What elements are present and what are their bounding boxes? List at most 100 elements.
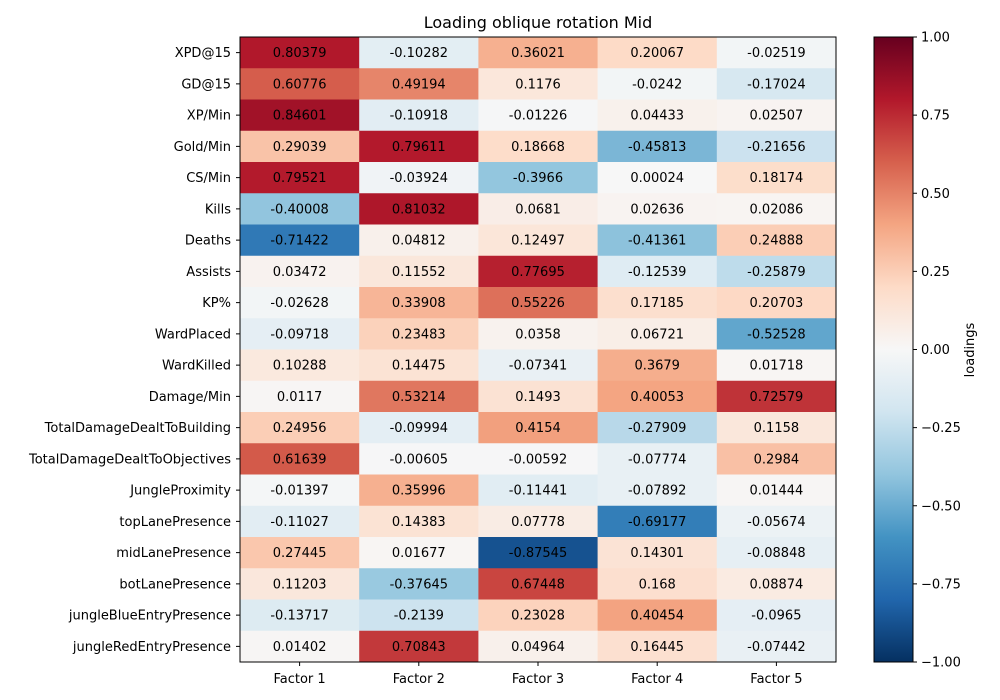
heatmap-cell <box>359 287 479 319</box>
cell-value-label: 0.36021 <box>511 46 565 61</box>
heatmap-cell <box>597 99 718 132</box>
cell-value-label: -0.02628 <box>270 296 328 311</box>
column-tick-label: Factor 2 <box>393 672 445 687</box>
colorbar-tick-label: −1.00 <box>921 656 961 671</box>
heatmap-cell <box>716 599 837 632</box>
colorbar-label: loadings <box>963 322 978 377</box>
heatmap-cell <box>478 443 599 475</box>
heatmap-cell <box>240 630 360 663</box>
row-tick-label: TotalDamageDealtToBuilding <box>44 421 231 436</box>
row-tick-label: midLanePresence <box>116 546 231 561</box>
heatmap-cell <box>597 130 718 163</box>
cell-value-label: 0.49194 <box>392 77 446 92</box>
row-tick-label: jungleRedEntryPresence <box>72 640 231 655</box>
heatmap-cell <box>359 443 479 475</box>
heatmap-cell <box>478 412 599 444</box>
cell-value-label: 0.33908 <box>392 296 446 311</box>
cell-value-label: 0.1176 <box>515 77 561 92</box>
heatmap-cell <box>597 599 718 632</box>
heatmap-cell <box>597 162 718 194</box>
heatmap-cell <box>716 224 837 257</box>
heatmap-cell <box>478 37 599 69</box>
heatmap-cell <box>597 318 718 350</box>
cell-value-label: 0.04964 <box>511 640 565 655</box>
heatmap-cell <box>478 193 599 225</box>
cell-value-label: 0.168 <box>639 577 676 592</box>
colorbar-tick-label: 0.25 <box>921 265 950 280</box>
heatmap-cell <box>478 537 599 569</box>
heatmap-cell <box>359 599 479 632</box>
heatmap-cell <box>240 380 360 413</box>
cell-value-label: -0.07892 <box>628 484 686 499</box>
heatmap-cell <box>716 193 837 225</box>
cell-value-label: -0.00605 <box>390 452 448 467</box>
row-tick-label: CS/Min <box>186 171 231 186</box>
cell-value-label: 0.40454 <box>630 609 684 624</box>
cell-value-label: 0.04433 <box>630 109 684 124</box>
heatmap-cell <box>716 287 837 319</box>
heatmap-cell <box>240 224 360 257</box>
heatmap-cell <box>359 130 479 163</box>
heatmap-cell <box>240 412 360 444</box>
cell-value-label: -0.2139 <box>394 609 444 624</box>
cell-value-label: 0.2984 <box>754 452 800 467</box>
cell-value-label: 0.00024 <box>630 171 684 186</box>
cell-value-label: 0.17185 <box>630 296 684 311</box>
cell-value-label: -0.12539 <box>628 265 686 280</box>
cell-value-label: -0.25879 <box>747 265 805 280</box>
heatmap-cell <box>240 37 360 69</box>
heatmap-cell <box>716 505 837 538</box>
heatmap-cell <box>478 255 599 288</box>
heatmap-cell <box>597 505 718 538</box>
column-labels: Factor 1 Factor 2 Factor 3 Factor 4 Factor 5 <box>273 662 803 687</box>
colorbar-tick-label: 1.00 <box>921 31 950 46</box>
heatmap-cell <box>716 37 837 69</box>
heatmap-cell <box>597 68 718 100</box>
heatmap-cell <box>716 255 837 288</box>
heatmap-cell <box>240 537 360 569</box>
heatmap-cell <box>478 68 599 100</box>
heatmap-cell <box>359 255 479 288</box>
heatmap-cell <box>597 568 718 600</box>
heatmap-cell <box>359 505 479 538</box>
cell-value-label: 0.1158 <box>754 421 800 436</box>
colorbar-tick-label: −0.25 <box>921 421 961 436</box>
heatmap-cell <box>597 349 718 382</box>
colorbar-tick-label: 0.75 <box>921 109 950 124</box>
heatmap-cell <box>716 349 837 382</box>
row-labels: XPD@15 GD@15 XP/Min Gold/Min CS/Min Kills Deat… <box>28 46 240 655</box>
cell-value-label: 0.12497 <box>511 234 565 249</box>
heatmap-cell <box>478 162 599 194</box>
cell-value-label: 0.08874 <box>750 577 804 592</box>
cell-value-label: 0.40053 <box>630 390 684 405</box>
heatmap-cell <box>597 474 718 507</box>
cell-value-label: 0.02636 <box>630 202 684 217</box>
heatmap-cell <box>359 474 479 507</box>
heatmap-cell <box>359 412 479 444</box>
cell-value-label: 0.79611 <box>392 140 446 155</box>
cell-value-label: -0.09994 <box>390 421 448 436</box>
row-tick-label: WardPlaced <box>155 327 231 342</box>
cell-value-label: -0.09718 <box>270 327 328 342</box>
cell-value-label: 0.53214 <box>392 390 446 405</box>
cell-value-label: -0.27909 <box>628 421 686 436</box>
cell-value-label: 0.29039 <box>273 140 327 155</box>
row-tick-label: jungleBlueEntryPresence <box>68 609 231 624</box>
row-tick-label: Assists <box>186 265 231 280</box>
cell-value-label: 0.70843 <box>392 640 446 655</box>
heatmap-cell <box>240 349 360 382</box>
heatmap-cell <box>478 630 599 663</box>
colorbar-tick-label: 0.00 <box>921 343 950 358</box>
column-tick-label: Factor 4 <box>631 672 683 687</box>
cell-value-label: 0.35996 <box>392 484 446 499</box>
heatmap-cell <box>359 162 479 194</box>
cell-value-label: 0.24956 <box>273 421 327 436</box>
cell-value-label: -0.45813 <box>628 140 686 155</box>
cell-value-label: 0.20067 <box>630 46 684 61</box>
colorbar-ticks: 1.00 0.75 0.50 0.25 0.00 −0.25 −0.50 −0.75 −1.00 <box>913 31 961 671</box>
heatmap-cell <box>478 287 599 319</box>
row-tick-label: topLanePresence <box>119 515 231 530</box>
heatmap-cell <box>478 505 599 538</box>
cell-value-label: 0.79521 <box>273 171 327 186</box>
heatmap-cell <box>597 380 718 413</box>
